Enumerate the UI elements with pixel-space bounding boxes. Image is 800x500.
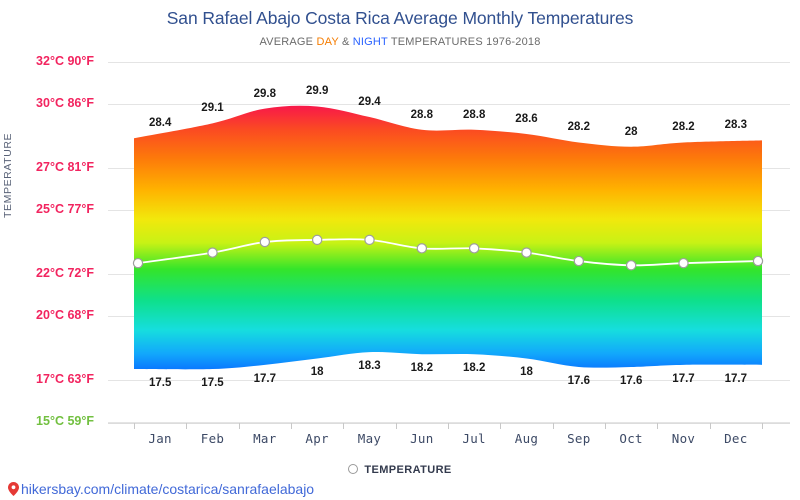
day-value-label: 29.9: [305, 85, 329, 98]
data-point-marker: [132, 257, 144, 269]
night-value-label: 18.2: [462, 362, 486, 375]
day-value-label: 28.2: [672, 121, 695, 134]
night-value-label: 17.7: [724, 372, 748, 385]
subtitle-suffix: TEMPERATURES 1976-2018: [387, 36, 541, 48]
day-value-label: 29.1: [201, 102, 224, 115]
gridline: [108, 210, 790, 212]
gridline: [108, 316, 790, 318]
data-point-marker: [468, 243, 480, 254]
gridline: [108, 422, 790, 423]
x-axis-month-label: Feb: [200, 431, 225, 446]
day-value-label: 29.4: [358, 96, 381, 109]
data-point-marker: [625, 260, 637, 271]
x-axis-month-label: Nov: [671, 431, 696, 446]
x-axis-tick: [134, 423, 135, 429]
source-url-text: hikersbay.com/climate/costarica/sanrafae…: [21, 481, 315, 497]
night-value-label: 17.6: [567, 374, 591, 387]
data-point-marker: [521, 247, 532, 258]
data-point-marker: [573, 255, 585, 267]
y-axis-tick-label: 17°C 63°F: [36, 371, 94, 386]
subtitle-middle: &: [338, 36, 353, 48]
subtitle-day-word: DAY: [316, 36, 339, 48]
subtitle-prefix: AVERAGE: [259, 36, 317, 48]
day-value-label: 28.8: [410, 108, 434, 121]
x-axis-month-label: May: [357, 431, 382, 446]
gridline: [108, 379, 790, 381]
y-axis-tick-label: 27°C 81°F: [36, 159, 94, 174]
night-value-label: 18.2: [410, 362, 434, 375]
temperature-mean-markers: [132, 234, 764, 271]
data-point-marker: [311, 234, 323, 246]
temperature-mean-line: [137, 238, 759, 267]
x-axis-line: [108, 423, 790, 424]
day-value-label: 28.6: [515, 113, 538, 125]
night-value-label: 17.5: [201, 377, 224, 390]
x-axis-tick: [709, 423, 711, 429]
x-axis-month-label: Dec: [724, 431, 748, 446]
data-point-marker: [259, 236, 271, 248]
gridline: [108, 62, 790, 63]
y-axis-tick-label: 20°C 68°F: [36, 308, 94, 323]
subtitle-night-word: NIGHT: [352, 36, 388, 48]
chart-subtitle: AVERAGE DAY & NIGHT TEMPERATURES 1976-20…: [0, 36, 800, 48]
x-axis-tick: [500, 423, 502, 429]
gridline: [108, 167, 790, 169]
x-axis-month-label: Jun: [410, 431, 434, 446]
y-axis-tick-label: 32°C 90°F: [36, 54, 94, 68]
x-axis-month-label: Oct: [619, 431, 643, 446]
night-value-label: 17.6: [619, 374, 643, 387]
x-axis-month-label: Jul: [462, 431, 486, 446]
x-axis-month-label: Jan: [148, 431, 172, 446]
x-axis-tick: [448, 423, 449, 429]
data-point-marker: [207, 247, 218, 258]
night-value-label: 17.7: [672, 372, 695, 385]
night-value-label: 18: [310, 366, 324, 379]
chart-title: San Rafael Abajo Costa Rica Average Mont…: [166, 8, 634, 28]
legend-marker-icon: [348, 464, 359, 474]
x-axis-tick: [605, 423, 606, 429]
x-axis-month-label: Apr: [305, 431, 329, 446]
night-value-label: 18: [520, 366, 533, 379]
chart-legend[interactable]: TEMPERATURE: [0, 464, 800, 476]
x-axis-tick: [762, 423, 763, 429]
legend-label-temperature: TEMPERATURE: [364, 464, 452, 476]
night-value-label: 17.7: [253, 372, 277, 385]
x-axis-tick: [395, 423, 397, 429]
night-value-label: 17.5: [148, 377, 172, 390]
x-axis-tick: [657, 423, 659, 429]
x-axis-month-label: Sep: [567, 431, 591, 446]
x-axis-tick: [291, 423, 292, 429]
x-axis-month-label: Aug: [514, 431, 539, 446]
data-point-marker: [364, 234, 375, 246]
x-axis-month-label: Mar: [253, 431, 277, 446]
map-pin-icon: [8, 482, 19, 499]
data-point-marker: [752, 255, 764, 267]
y-axis-tick-label: 25°C 77°F: [36, 202, 94, 217]
data-point-marker: [678, 257, 689, 269]
day-value-label: 28.8: [462, 108, 486, 121]
data-point-marker: [416, 243, 428, 254]
gridline: [108, 104, 790, 106]
day-value-label: 28.3: [724, 119, 748, 132]
x-axis-tick: [186, 423, 188, 429]
day-value-label: 28: [624, 125, 638, 138]
y-axis-tick-label: 15°C 59°F: [36, 414, 94, 428]
y-axis-tick-label: 22°C 72°F: [36, 265, 94, 280]
temperature-band-area: [134, 105, 762, 370]
day-value-label: 29.8: [253, 87, 277, 100]
source-link[interactable]: hikersbay.com/climate/costarica/sanrafae…: [8, 481, 314, 499]
day-value-label: 28.2: [567, 121, 591, 134]
day-value-label: 28.4: [148, 117, 172, 130]
gridline: [108, 273, 790, 275]
x-axis-tick: [343, 423, 345, 429]
x-axis-tick: [238, 423, 240, 429]
night-value-label: 18.3: [358, 360, 381, 373]
y-axis-tick-label: 30°C 86°F: [36, 96, 94, 111]
x-axis-tick: [552, 423, 554, 429]
